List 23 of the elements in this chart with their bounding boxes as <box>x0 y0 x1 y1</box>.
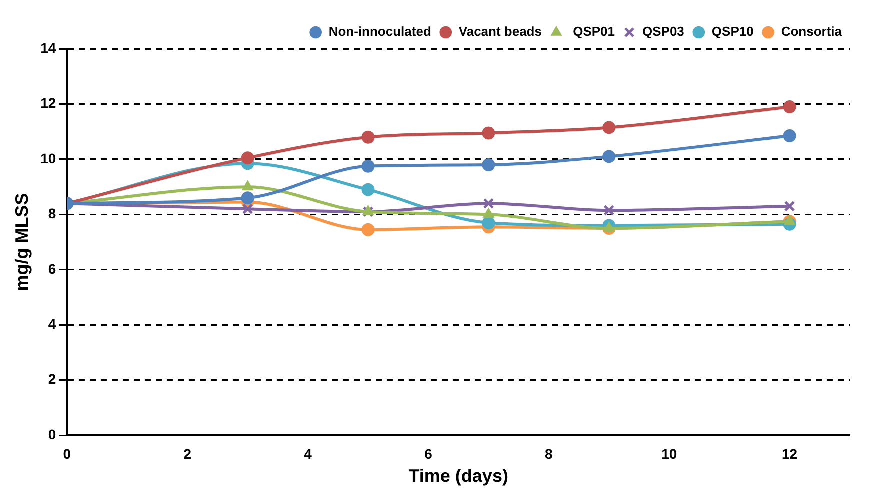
legend-label: QSP10 <box>712 24 754 40</box>
x-tick-label: 12 <box>782 446 798 462</box>
x-axis-title: Time (days) <box>408 466 508 486</box>
x-tick-label: 8 <box>545 446 554 462</box>
x-tick-label: 10 <box>662 446 678 462</box>
y-axis-title: mg/g MLSS <box>12 193 32 292</box>
y-tick-label: 2 <box>48 371 56 388</box>
legend-label: QSP03 <box>642 24 684 40</box>
x-tick-label: 0 <box>63 446 72 462</box>
y-tick-label: 4 <box>48 316 56 332</box>
legend-label: Vacant beads <box>458 24 542 40</box>
x-tick-label: 4 <box>304 446 312 462</box>
y-tick-label: 10 <box>40 150 56 166</box>
y-tick-label: 14 <box>40 40 56 56</box>
y-tick-label: 12 <box>40 95 56 112</box>
legend-label: Consortia <box>781 24 843 40</box>
y-tick-label: 6 <box>48 260 56 277</box>
y-tick-label: 0 <box>48 426 56 442</box>
x-tick-label: 2 <box>184 446 192 462</box>
legend-label: Non-innoculated <box>328 24 432 40</box>
y-tick-label: 8 <box>48 206 56 222</box>
x-tick-label: 6 <box>424 446 433 462</box>
legend-label: QSP01 <box>569 24 616 40</box>
